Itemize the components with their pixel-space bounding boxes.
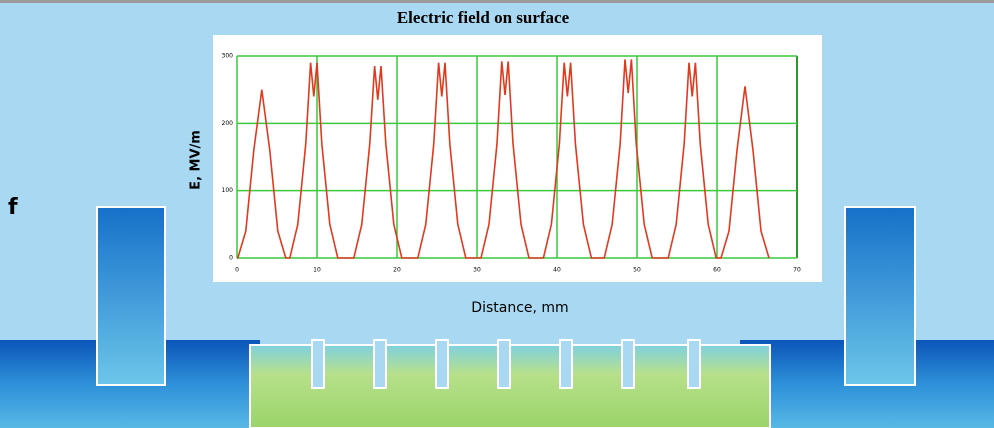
x-tick-label: 70: [793, 267, 801, 274]
top-bar: [0, 0, 994, 3]
x-axis-label: Distance, mm: [471, 300, 568, 316]
y-tick-label: 0: [229, 255, 233, 262]
y-tick-label: 100: [222, 187, 234, 194]
x-tick-label: 30: [473, 267, 481, 274]
right-coupler: [845, 207, 915, 385]
page: f Electric field on surface Distance, mm…: [0, 0, 994, 428]
screen: f Electric field on surface Distance, mm…: [0, 0, 994, 428]
x-tick-label: 0: [235, 267, 239, 274]
x-tick-label: 50: [633, 267, 641, 274]
x-tick-label: 10: [313, 267, 321, 274]
left-coupler: [97, 207, 165, 385]
y-axis-label: E, MV/m: [189, 130, 204, 190]
x-tick-label: 40: [553, 267, 561, 274]
side-text: f: [8, 195, 18, 220]
x-tick-label: 20: [393, 267, 401, 274]
y-tick-label: 200: [222, 120, 234, 127]
chart-title: Electric field on surface: [397, 8, 570, 27]
y-tick-label: 300: [222, 53, 234, 60]
x-tick-label: 60: [713, 267, 721, 274]
